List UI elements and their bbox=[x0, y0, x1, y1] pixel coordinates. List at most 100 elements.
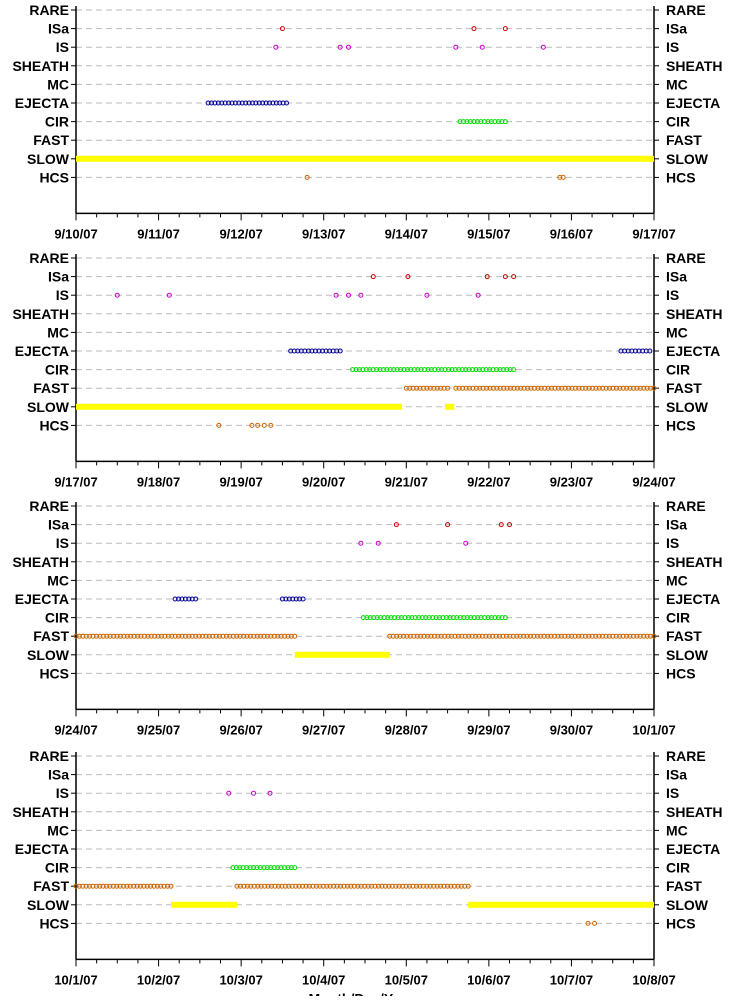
mark-cir-point bbox=[464, 615, 470, 621]
mark-fast-point bbox=[251, 633, 257, 639]
mark-is-point bbox=[453, 44, 459, 50]
mark-fast-point bbox=[600, 633, 606, 639]
mark-fast-point bbox=[127, 883, 133, 889]
mark-fast-point bbox=[258, 633, 264, 639]
mark-cir-point bbox=[483, 367, 489, 373]
y-label-right-mc: MC bbox=[666, 572, 688, 588]
mark-fast-point bbox=[76, 883, 82, 889]
mark-cir-point bbox=[446, 367, 452, 373]
mark-ejecta-point bbox=[193, 596, 199, 602]
mark-fast-point bbox=[445, 385, 451, 391]
mark-fast-point bbox=[168, 883, 174, 889]
mark-fast-point bbox=[534, 633, 540, 639]
mark-slow-band-2 bbox=[445, 403, 455, 410]
x-tick-label-9-28-07: 9/28/07 bbox=[385, 722, 428, 737]
mark-fast-point bbox=[620, 385, 626, 391]
mark-is-point bbox=[267, 790, 273, 796]
mark-fast-point bbox=[486, 633, 492, 639]
mark-fast-point bbox=[244, 883, 250, 889]
mark-fast-point bbox=[548, 385, 554, 391]
mark-fast-point bbox=[379, 883, 385, 889]
mark-fast-point bbox=[403, 385, 409, 391]
mark-cir-point bbox=[398, 367, 404, 373]
mark-cir-point bbox=[268, 865, 274, 871]
mark-fast-point bbox=[73, 883, 79, 889]
mark-fast-point bbox=[234, 633, 240, 639]
mark-cir-point bbox=[430, 615, 436, 621]
mark-fast-point bbox=[93, 883, 99, 889]
mark-cir-point bbox=[422, 367, 428, 373]
chart-panel-4: RARE RARE ISa ISa IS IS SHEATH SHEATH MC MC EJECTA… bbox=[12, 748, 723, 1001]
mark-cir-point bbox=[482, 615, 488, 621]
mark-cir-point bbox=[374, 615, 380, 621]
y-label-right-mc: MC bbox=[666, 76, 688, 92]
y-label-left-cir: CIR bbox=[45, 114, 69, 130]
mark-fast-point bbox=[255, 883, 261, 889]
mark-hcs-point bbox=[249, 422, 255, 428]
mark-fast-point bbox=[548, 633, 554, 639]
mark-fast-point bbox=[285, 633, 291, 639]
y-label-left-mc: MC bbox=[47, 822, 69, 838]
mark-fast-point bbox=[634, 633, 640, 639]
mark-fast-point bbox=[441, 385, 447, 391]
y-label-right-ejecta: EJECTA bbox=[666, 343, 720, 359]
mark-fast-point bbox=[334, 883, 340, 889]
mark-ejecta-point bbox=[205, 100, 211, 106]
mark-isa-point bbox=[484, 274, 490, 280]
y-label-right-isa: ISa bbox=[666, 517, 687, 533]
mark-fast-point bbox=[434, 385, 440, 391]
y-label-right-ejecta: EJECTA bbox=[666, 591, 720, 607]
mark-hcs-point bbox=[255, 422, 261, 428]
y-label-left-isa: ISa bbox=[48, 517, 69, 533]
mark-fast-point bbox=[637, 385, 643, 391]
mark-fast-point bbox=[390, 633, 396, 639]
chart-panel-2: RARE RARE ISa ISa IS IS SHEATH SHEATH MC MC EJECTA… bbox=[12, 250, 722, 489]
mark-fast-point bbox=[161, 883, 167, 889]
y-label-left-ejecta: EJECTA bbox=[15, 343, 69, 359]
y-label-right-is: IS bbox=[666, 287, 679, 303]
y-label-right-sheath: SHEATH bbox=[666, 306, 723, 322]
mark-hcs-point bbox=[557, 174, 563, 180]
mark-fast-point bbox=[131, 883, 137, 889]
mark-slow-band-1 bbox=[170, 901, 238, 908]
mark-ejecta-point bbox=[243, 100, 249, 106]
y-label-left-is: IS bbox=[56, 287, 69, 303]
x-tick-label-10-4-07: 10/4/07 bbox=[302, 972, 345, 987]
mark-fast-point bbox=[565, 633, 571, 639]
mark-isa-point bbox=[393, 522, 399, 528]
mark-fast-point bbox=[469, 633, 475, 639]
mark-isa-point bbox=[445, 522, 451, 528]
mark-cir-point bbox=[478, 615, 484, 621]
mark-cir-point bbox=[251, 865, 257, 871]
y-label-right-fast: FAST bbox=[666, 878, 702, 894]
mark-fast-point bbox=[569, 633, 575, 639]
mark-ejecta-point bbox=[212, 100, 218, 106]
mark-cir-point bbox=[391, 367, 397, 373]
mark-is-point bbox=[273, 44, 279, 50]
y-label-right-sheath: SHEATH bbox=[666, 804, 723, 820]
y-label-left-fast: FAST bbox=[33, 380, 69, 396]
mark-cir-point bbox=[409, 615, 415, 621]
mark-fast-point bbox=[572, 633, 578, 639]
x-tick-label-9-26-07: 9/26/07 bbox=[219, 722, 262, 737]
y-label-left-slow: SLOW bbox=[27, 399, 70, 415]
mark-fast-point bbox=[630, 385, 636, 391]
mark-cir-point bbox=[433, 615, 439, 621]
x-tick-label-10-5-07: 10/5/07 bbox=[385, 972, 428, 987]
mark-fast-point bbox=[445, 633, 451, 639]
mark-fast-point bbox=[135, 633, 141, 639]
mark-fast-point bbox=[521, 385, 527, 391]
mark-cir-point bbox=[480, 367, 486, 373]
mark-ejecta-point bbox=[229, 100, 235, 106]
mark-fast-point bbox=[462, 633, 468, 639]
mark-fast-point bbox=[289, 883, 295, 889]
y-label-right-sheath: SHEATH bbox=[666, 58, 723, 74]
mark-fast-point bbox=[420, 385, 426, 391]
x-tick-label-9-13-07: 9/13/07 bbox=[302, 226, 345, 241]
mark-fast-point bbox=[288, 633, 294, 639]
mark-cir-point bbox=[353, 367, 359, 373]
mark-cir-point bbox=[271, 865, 277, 871]
mark-slow-band-1 bbox=[76, 155, 654, 162]
mark-cir-point bbox=[443, 615, 449, 621]
mark-fast-point bbox=[206, 633, 212, 639]
